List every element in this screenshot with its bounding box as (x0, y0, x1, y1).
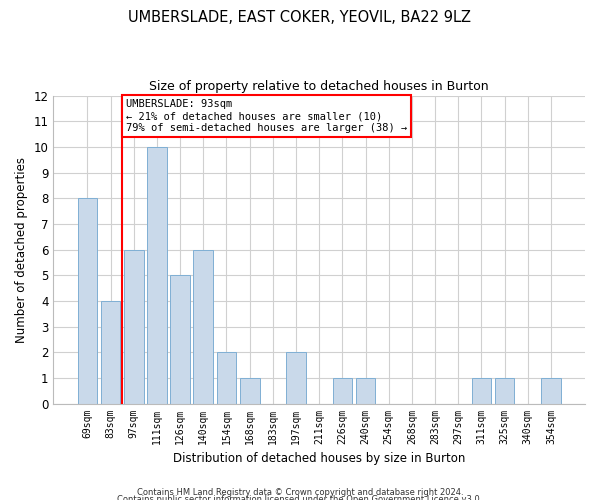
Text: UMBERSLADE, EAST COKER, YEOVIL, BA22 9LZ: UMBERSLADE, EAST COKER, YEOVIL, BA22 9LZ (128, 10, 472, 25)
Bar (193, 250, 213, 404)
Bar (356, 378, 376, 404)
Bar (101, 301, 121, 404)
Bar (332, 378, 352, 404)
Bar (286, 352, 306, 404)
Text: Contains public sector information licensed under the Open Government Licence v3: Contains public sector information licen… (118, 496, 482, 500)
Bar (217, 352, 236, 404)
Bar (472, 378, 491, 404)
Bar (124, 250, 143, 404)
Bar (541, 378, 561, 404)
Text: UMBERSLADE: 93sqm
← 21% of detached houses are smaller (10)
79% of semi-detached: UMBERSLADE: 93sqm ← 21% of detached hous… (125, 100, 407, 132)
Y-axis label: Number of detached properties: Number of detached properties (15, 156, 28, 342)
X-axis label: Distribution of detached houses by size in Burton: Distribution of detached houses by size … (173, 452, 466, 465)
Bar (495, 378, 514, 404)
Bar (170, 275, 190, 404)
Title: Size of property relative to detached houses in Burton: Size of property relative to detached ho… (149, 80, 489, 93)
Text: Contains HM Land Registry data © Crown copyright and database right 2024.: Contains HM Land Registry data © Crown c… (137, 488, 463, 497)
Bar (77, 198, 97, 404)
Bar (147, 147, 167, 404)
Bar (240, 378, 260, 404)
